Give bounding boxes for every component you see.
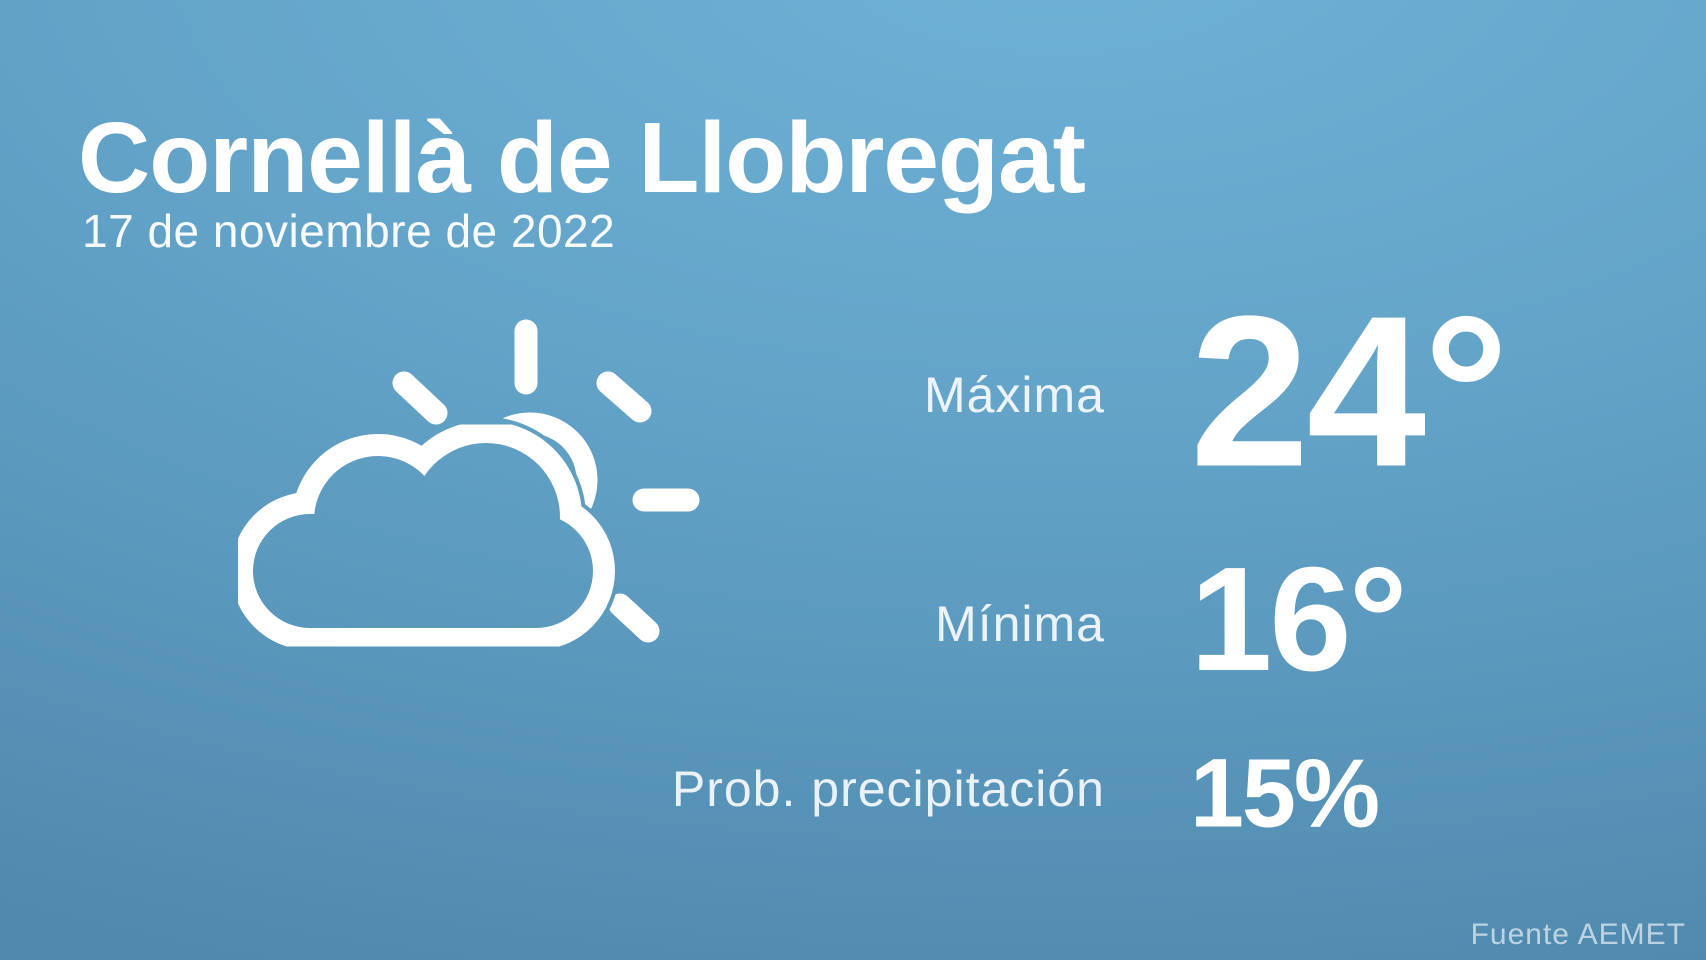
page-title: Cornellà de Llobregat <box>78 102 1086 214</box>
date-subtitle: 17 de noviembre de 2022 <box>82 205 616 257</box>
sun-behind-cloud-icon <box>238 319 700 650</box>
min-temp-label: Mínima <box>935 596 1105 652</box>
precipitation-value: 15% <box>1190 738 1380 848</box>
max-temp-value: 24° <box>1190 270 1509 512</box>
max-temp-label: Máxima <box>923 367 1105 423</box>
source-attribution: Fuente AEMET <box>1470 918 1686 951</box>
min-temp-value: 16° <box>1190 537 1408 702</box>
precipitation-label: Prob. precipitación <box>671 761 1105 817</box>
